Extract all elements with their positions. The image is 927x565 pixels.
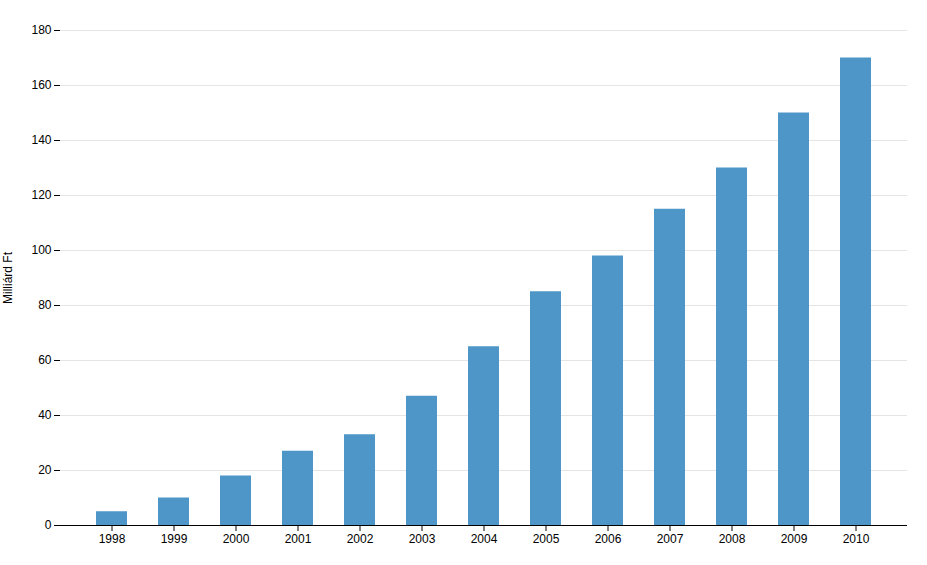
svg-text:40: 40 [38, 408, 52, 422]
svg-text:100: 100 [31, 243, 51, 257]
svg-text:1998: 1998 [99, 532, 126, 546]
svg-text:2005: 2005 [533, 532, 560, 546]
svg-text:180: 180 [31, 23, 51, 37]
svg-text:2001: 2001 [285, 532, 312, 546]
svg-text:20: 20 [38, 463, 52, 477]
svg-text:0: 0 [45, 518, 52, 532]
svg-text:80: 80 [38, 298, 52, 312]
svg-text:2008: 2008 [719, 532, 746, 546]
svg-text:1999: 1999 [161, 532, 188, 546]
svg-text:Milliárd Ft: Milliárd Ft [1, 251, 15, 304]
svg-text:2007: 2007 [657, 532, 684, 546]
svg-text:2006: 2006 [595, 532, 622, 546]
svg-text:2010: 2010 [843, 532, 870, 546]
svg-text:2003: 2003 [409, 532, 436, 546]
svg-text:2004: 2004 [471, 532, 498, 546]
svg-text:140: 140 [31, 133, 51, 147]
svg-text:120: 120 [31, 188, 51, 202]
svg-text:60: 60 [38, 353, 52, 367]
svg-text:2000: 2000 [223, 532, 250, 546]
svg-text:2002: 2002 [347, 532, 374, 546]
svg-text:160: 160 [31, 78, 51, 92]
svg-text:2009: 2009 [781, 532, 808, 546]
